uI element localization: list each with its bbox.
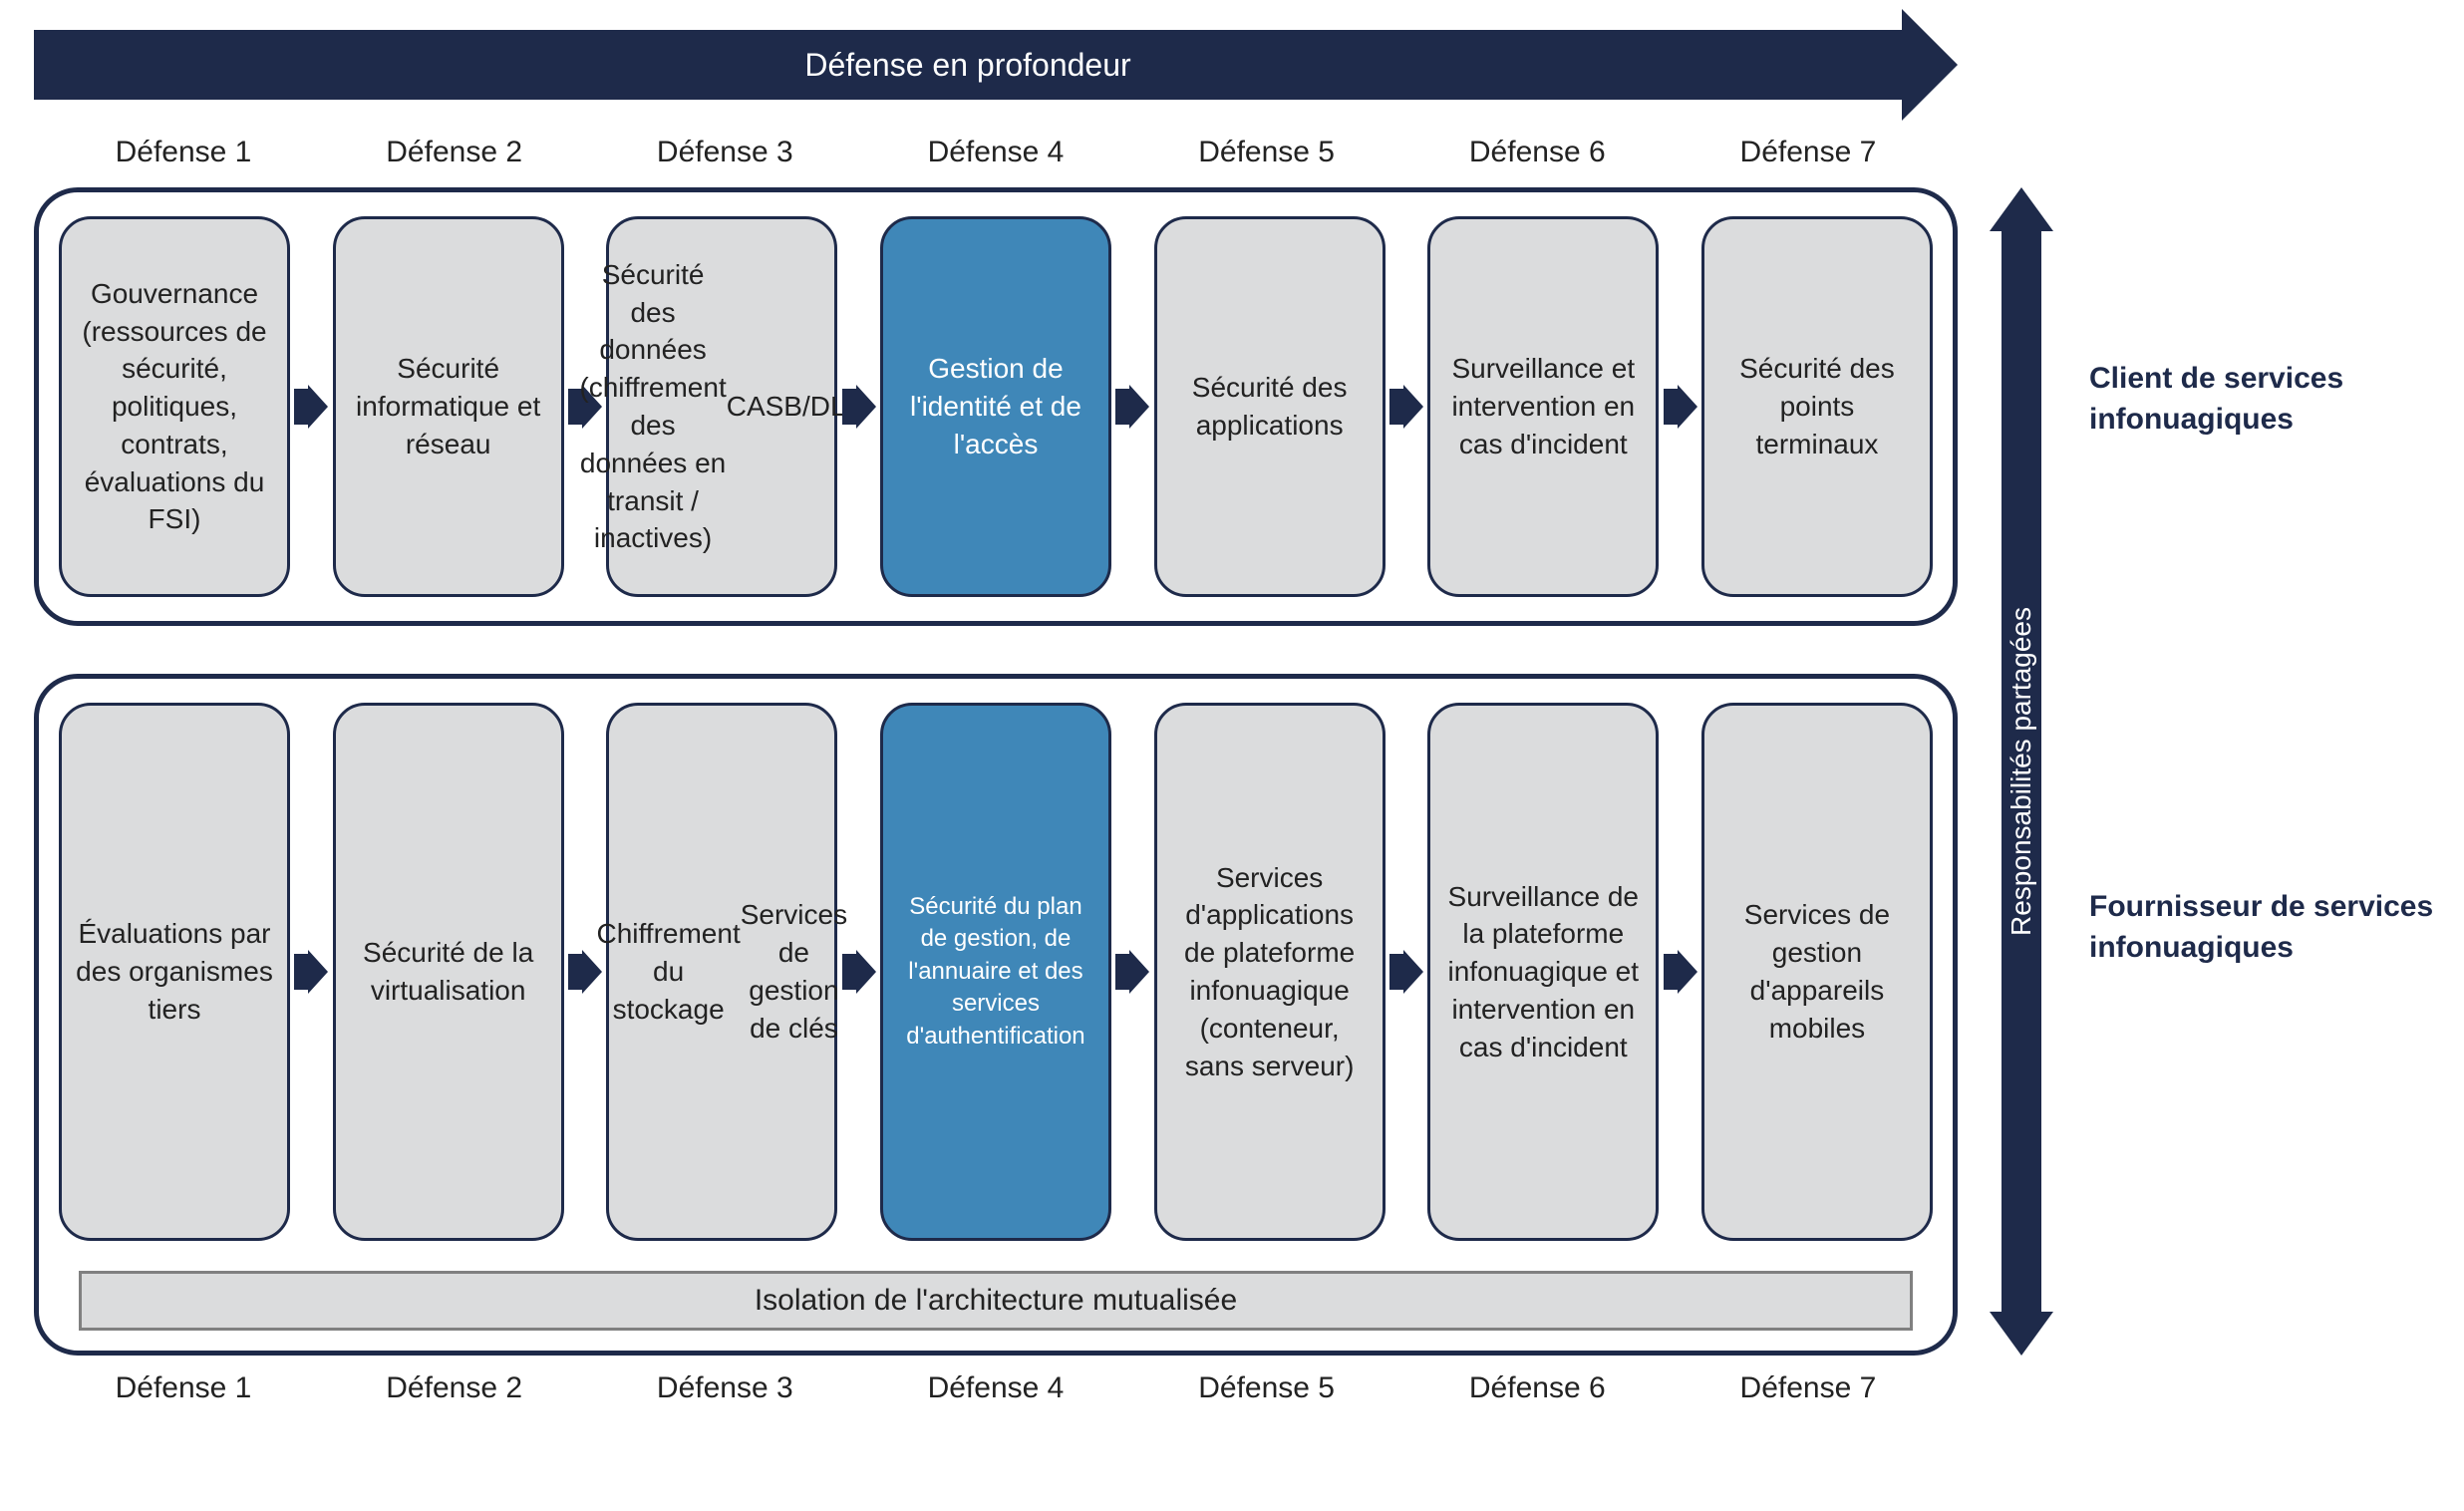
client-box-1: Gouvernance (ressources de sécurité, pol… <box>59 216 290 597</box>
provider-row: Évaluations par des organismes tiers Séc… <box>59 703 1933 1241</box>
arrow-icon <box>1388 703 1424 1241</box>
top-arrow-label: Défense en profondeur <box>34 30 1902 100</box>
column-headers: Défense 1 Défense 2 Défense 3 Défense 4 … <box>34 136 1958 169</box>
col-footer-3: Défense 3 <box>605 1371 844 1405</box>
arrow-up-icon <box>1990 187 2053 231</box>
column-footers: Défense 1 Défense 2 Défense 3 Défense 4 … <box>34 1371 1958 1405</box>
provider-box-2: Sécurité de la virtualisation <box>333 703 564 1241</box>
vertical-arrow-body: Responsabilités partagées <box>2002 227 2041 1316</box>
client-box-4: Gestion de l'identité et de l'accès <box>880 216 1111 597</box>
col-label-5: Défense 5 <box>1147 136 1386 169</box>
col-label-1: Défense 1 <box>64 136 303 169</box>
col-label-4: Défense 4 <box>876 136 1115 169</box>
arrow-icon <box>841 703 877 1241</box>
client-box-2: Sécurité informatique et réseau <box>333 216 564 597</box>
client-box-7: Sécurité des points terminaux <box>1701 216 1933 597</box>
vertical-arrow-label: Responsabilités partagées <box>2005 607 2037 936</box>
col-footer-2: Défense 2 <box>335 1371 574 1405</box>
client-box-5: Sécurité des applications <box>1154 216 1386 597</box>
defense-in-depth-diagram: Défense en profondeur Défense 1 Défense … <box>20 20 2464 1491</box>
client-box-6: Surveillance et intervention en cas d'in… <box>1427 216 1659 597</box>
arrow-icon <box>1663 216 1698 597</box>
arrow-icon <box>841 216 877 597</box>
client-row-container: Gouvernance (ressources de sécurité, pol… <box>34 187 1958 626</box>
isolation-bar: Isolation de l'architecture mutualisée <box>79 1271 1913 1331</box>
top-arrow-body: Défense en profondeur <box>34 30 1902 100</box>
arrow-icon <box>1663 703 1698 1241</box>
col-label-2: Défense 2 <box>335 136 574 169</box>
col-label-6: Défense 6 <box>1417 136 1657 169</box>
provider-box-1: Évaluations par des organismes tiers <box>59 703 290 1241</box>
provider-box-4: Sécurité du plan de gestion, de l'annuai… <box>880 703 1111 1241</box>
col-label-7: Défense 7 <box>1689 136 1928 169</box>
side-label-client: Client de services infonuagiques <box>2089 359 2448 440</box>
arrow-icon <box>1388 216 1424 597</box>
arrow-icon <box>293 216 329 597</box>
arrow-icon <box>1114 703 1150 1241</box>
provider-box-3: Chiffrement du stockageServices de gesti… <box>606 703 837 1241</box>
provider-row-container: Évaluations par des organismes tiers Séc… <box>34 674 1958 1356</box>
col-footer-5: Défense 5 <box>1147 1371 1386 1405</box>
provider-box-5: Services d'applications de plateforme in… <box>1154 703 1386 1241</box>
arrow-icon <box>293 703 329 1241</box>
arrow-icon <box>1114 216 1150 597</box>
client-row: Gouvernance (ressources de sécurité, pol… <box>59 216 1933 597</box>
client-box-3: Sécurité des données (chiffrement des do… <box>606 216 837 597</box>
provider-box-7: Services de gestion d'appareils mobiles <box>1701 703 1933 1241</box>
arrow-down-icon <box>1990 1312 2053 1356</box>
col-footer-4: Défense 4 <box>876 1371 1115 1405</box>
vertical-arrow: Responsabilités partagées <box>1990 187 2053 1356</box>
provider-box-6: Surveillance de la plateforme infonuagiq… <box>1427 703 1659 1241</box>
top-arrow: Défense en profondeur <box>34 30 1958 100</box>
col-footer-7: Défense 7 <box>1689 1371 1928 1405</box>
side-label-provider: Fournisseur de services infonuagiques <box>2089 887 2448 968</box>
col-label-3: Défense 3 <box>605 136 844 169</box>
top-arrow-head-icon <box>1902 9 1958 121</box>
col-footer-6: Défense 6 <box>1417 1371 1657 1405</box>
col-footer-1: Défense 1 <box>64 1371 303 1405</box>
